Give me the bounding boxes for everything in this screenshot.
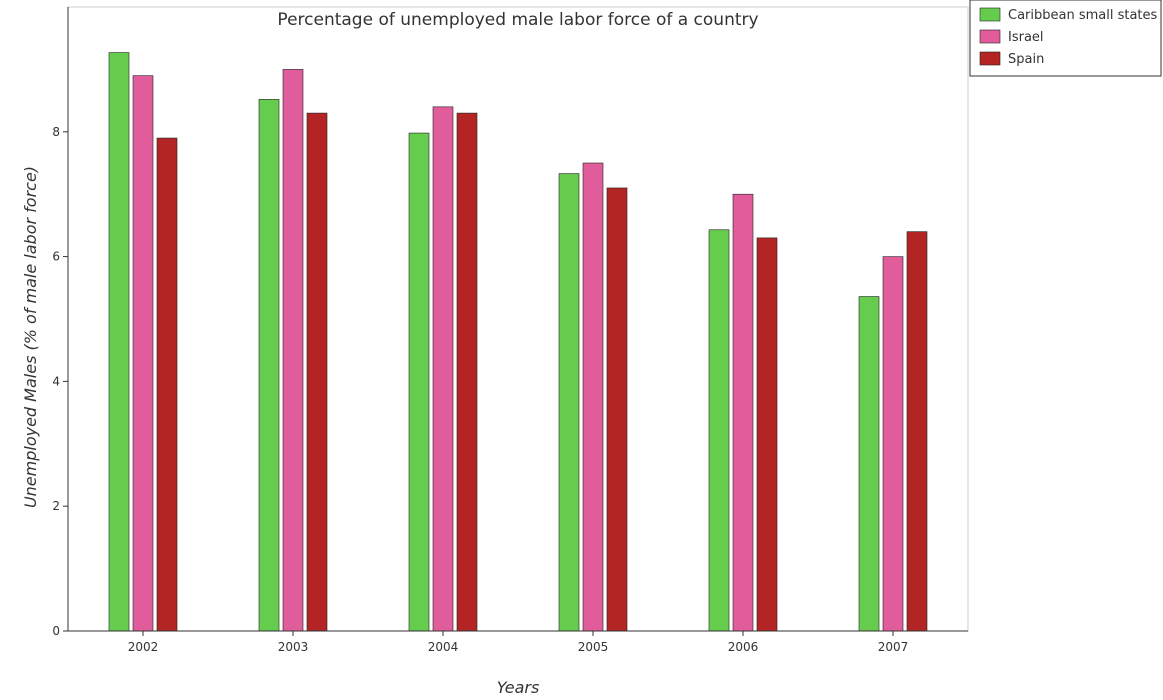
y-tick-label: 2 [52, 499, 60, 513]
legend: Caribbean small states Israel Spain [969, 0, 1162, 77]
bar-spain-2002 [156, 137, 178, 632]
x-axis: 2002 2003 2004 2005 2006 2007 [68, 630, 968, 654]
bar-caribbean-small-states-2003 [258, 99, 280, 632]
y-tick-label: 4 [52, 374, 60, 388]
bar-spain-2004 [456, 112, 478, 632]
bar-spain-2003 [306, 112, 328, 632]
legend-swatch [979, 51, 1001, 66]
bar-caribbean-small-states-2007 [858, 296, 880, 632]
y-tick-label: 8 [52, 125, 60, 139]
legend-label: Israel [1008, 30, 1044, 45]
legend-label: Caribbean small states [1008, 8, 1158, 23]
x-tick-label: 2006 [728, 640, 759, 654]
x-tick-label: 2004 [428, 640, 459, 654]
y-tick-label: 0 [52, 624, 60, 638]
legend-box [969, 0, 1162, 77]
bar-caribbean-small-states-2006 [708, 229, 730, 632]
bar-spain-2007 [906, 231, 928, 632]
bar-israel-2005 [582, 162, 604, 632]
legend-label: Spain [1008, 52, 1044, 67]
plot-area [67, 6, 969, 632]
x-tick-label: 2005 [578, 640, 609, 654]
x-tick-label: 2002 [128, 640, 159, 654]
bar-israel-2003 [282, 69, 304, 632]
legend-swatch [979, 7, 1001, 22]
bar-spain-2005 [606, 187, 628, 632]
bar-israel-2002 [132, 75, 154, 632]
x-axis-label: Years [497, 678, 540, 697]
bar-caribbean-small-states-2002 [108, 52, 130, 632]
plot-frame [67, 6, 969, 632]
y-axis-label: Unemployed Males (% of male labor force) [21, 166, 40, 508]
x-tick-label: 2003 [278, 640, 309, 654]
x-tick-label: 2007 [878, 640, 909, 654]
y-axis: 0 2 4 6 8 [52, 7, 69, 638]
y-tick-label: 6 [52, 250, 60, 264]
legend-swatch [979, 29, 1001, 44]
bar-spain-2006 [756, 237, 778, 632]
bar-israel-2007 [882, 256, 904, 632]
bar-caribbean-small-states-2004 [408, 132, 430, 632]
chart-title: Percentage of unemployed male labor forc… [277, 10, 758, 30]
bar-israel-2004 [432, 106, 454, 632]
bar-caribbean-small-states-2005 [558, 173, 580, 632]
bar-israel-2006 [732, 193, 754, 632]
